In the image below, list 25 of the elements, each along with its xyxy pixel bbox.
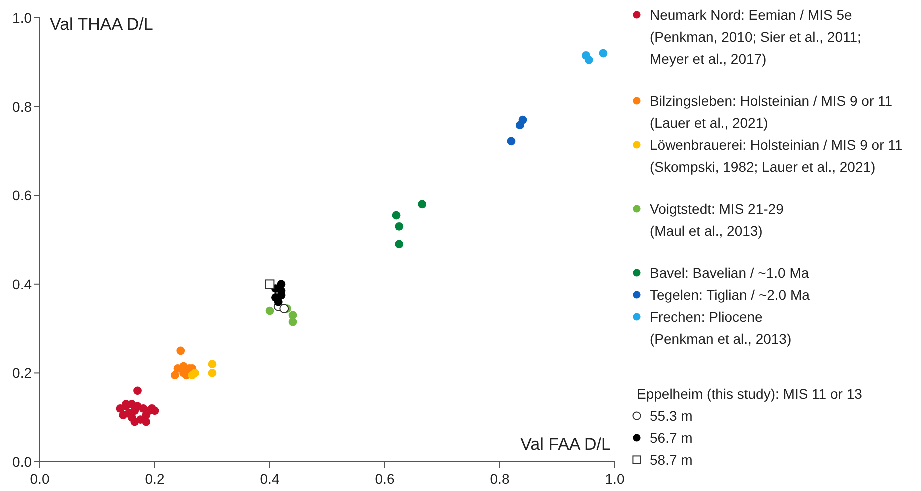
- x-tick-label: 1.0: [605, 471, 625, 487]
- y-tick-label: 0.4: [12, 276, 32, 292]
- x-tick-label: 0.2: [145, 471, 165, 487]
- legend-label: Frechen: Pliocene (Penkman et al., 2013): [650, 309, 792, 347]
- y-tick-label: 0.2: [12, 365, 32, 382]
- y-axis-title: Val THAA D/L: [50, 15, 154, 34]
- text: Eppelheim (this study): MIS 11 or 13: [637, 386, 863, 402]
- y-tick-label: 0.8: [12, 98, 32, 115]
- legend-label: Bilzingsleben: Holsteinian / MIS 9 or 11 (Lauer et al., 2021): [650, 93, 893, 131]
- legend-label: 58.7 m: [650, 452, 693, 468]
- x-tick-label: 0.8: [490, 471, 510, 487]
- x-tick-label: 0.4: [260, 471, 280, 487]
- x-tick-label: 0.6: [375, 471, 395, 487]
- legend-label: 56.7 m: [650, 430, 693, 446]
- legend-label: Löwenbrauerei: Holsteinian / MIS 9 or 11 (Skompski, 1982; Lauer et al., 2021): [650, 137, 903, 175]
- x-tick-label: 0.0: [30, 471, 50, 487]
- y-tick-label: 0.0: [12, 454, 32, 470]
- legend-label: Bavel: Bavelian / ~1.0 Ma: [650, 265, 810, 281]
- legend-label: Neumark Nord: Eemian / MIS 5e (Penkman, 2010; Sier et al., 2011; Meyer et al., 2017): [650, 7, 862, 67]
- y-tick-label: 0.6: [12, 188, 32, 204]
- legend-label: Tegelen: Tiglian / ~2.0 Ma: [650, 287, 810, 303]
- x-axis-title: Val FAA D/L: [520, 435, 611, 454]
- legend-label: Voigtstedt: MIS 21-29 (Maul et al., 2013): [650, 201, 784, 239]
- legend-label: 55.3 m: [650, 408, 693, 424]
- y-tick-label: 1.0: [12, 10, 32, 26]
